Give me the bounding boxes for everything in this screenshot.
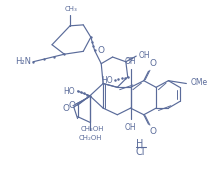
Text: CH₂OH: CH₂OH: [80, 126, 104, 132]
Text: OH: OH: [125, 57, 136, 66]
Text: O: O: [150, 59, 156, 68]
Text: O: O: [150, 127, 156, 136]
Text: H: H: [136, 139, 144, 149]
Text: CH₃: CH₃: [64, 6, 77, 12]
Text: O: O: [97, 46, 104, 55]
Text: HO: HO: [63, 87, 75, 96]
Text: O: O: [62, 104, 69, 113]
Text: OMe: OMe: [190, 78, 207, 87]
Text: HO: HO: [101, 76, 113, 85]
Text: Cl: Cl: [135, 147, 145, 157]
Text: CH₂OH: CH₂OH: [78, 135, 102, 141]
Text: OH: OH: [139, 51, 151, 60]
Text: H₂N: H₂N: [15, 57, 31, 66]
Text: OH: OH: [125, 123, 136, 132]
Text: O: O: [68, 101, 76, 110]
